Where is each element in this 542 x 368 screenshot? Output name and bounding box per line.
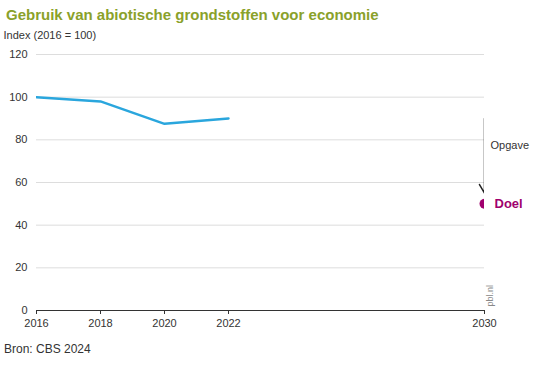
svg-text:40: 40 (15, 219, 27, 231)
svg-text:2020: 2020 (152, 317, 176, 329)
svg-text:20: 20 (15, 261, 27, 273)
svg-text:2016: 2016 (24, 317, 48, 329)
svg-text:80: 80 (15, 133, 27, 145)
svg-text:Opgave: Opgave (491, 139, 530, 151)
svg-text:100: 100 (9, 91, 27, 103)
svg-text:Doel: Doel (495, 196, 523, 211)
svg-text:60: 60 (15, 176, 27, 188)
svg-text:2030: 2030 (472, 317, 496, 329)
svg-text:2022: 2022 (216, 317, 240, 329)
svg-text:Index (2016 = 100): Index (2016 = 100) (4, 29, 97, 41)
svg-text:0: 0 (21, 304, 27, 316)
html-text:Gebruik van abiotische grondst: Gebruik van abiotische grondstoffen voor… (6, 6, 379, 23)
svg-text:2018: 2018 (88, 317, 112, 329)
svg-text:pbl.nl: pbl.nl (485, 285, 495, 307)
html-text:Bron: CBS 2024: Bron: CBS 2024 (4, 342, 91, 356)
svg-text:120: 120 (9, 48, 27, 60)
